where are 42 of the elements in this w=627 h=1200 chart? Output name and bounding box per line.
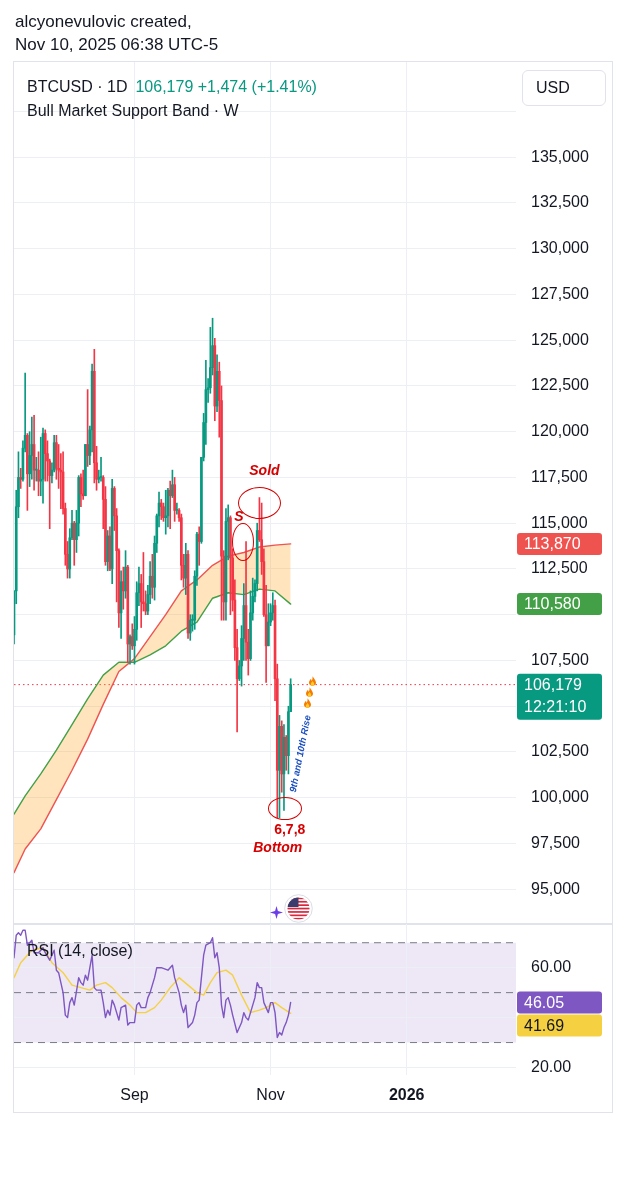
candlestick [267, 603, 270, 647]
annotation: 6,7,8 [274, 820, 306, 837]
y-tick-label: 60.00 [531, 958, 572, 976]
text: alcyonevulovic created, [15, 12, 192, 32]
text: 110,580 [524, 595, 581, 613]
y-tick-label: 127,500 [531, 284, 589, 302]
text: Bull Market Support Band · W [27, 101, 239, 121]
text: 113,870 [524, 535, 581, 553]
annotation: 9th and 10th Rise [286, 713, 313, 794]
text: Nov 10, 2025 06:38 UTC-5 [15, 35, 219, 55]
y-tick-label: 100,000 [531, 788, 589, 806]
y-tick-label: 97,500 [531, 833, 581, 851]
y-tick-label: 130,000 [531, 239, 589, 257]
text: 46.05 [524, 993, 565, 1011]
y-tick-label: 125,000 [531, 330, 589, 348]
y-axis-title: USD [522, 70, 606, 106]
annotation: Bottom [253, 838, 303, 855]
candlestick [229, 515, 232, 616]
y-tick-label: 95,000 [531, 879, 581, 897]
candlestick [162, 502, 165, 522]
x-tick-label: Nov [256, 1086, 285, 1104]
x-tick-label: Sep [120, 1086, 149, 1104]
text: 12:21:10 [524, 698, 587, 716]
annotation: 106,179 +1,474 (+1.41%) [135, 77, 317, 97]
text: 41.69 [524, 1016, 565, 1034]
text: BTCUSD · 1D [27, 77, 128, 97]
y-tick-label: 117,500 [531, 467, 588, 485]
y-tick-label: 135,000 [531, 147, 589, 165]
y-tick-label: 122,500 [531, 376, 589, 394]
ref-line-label: 106,179 [524, 676, 582, 694]
y-tick-label: 102,500 [531, 742, 589, 760]
y-tick-label: 20.00 [531, 1057, 572, 1075]
candlestick [175, 502, 179, 515]
candlestick [99, 456, 103, 482]
y-tick-label: 107,500 [531, 650, 589, 668]
y-tick-label: 120,000 [531, 422, 589, 440]
annotation: S [234, 508, 245, 525]
y-tick-label: 115,000 [531, 513, 588, 531]
x-tick-label: 2026 [388, 1086, 425, 1104]
y-tick-label: 112,500 [531, 559, 588, 577]
y-tick-label: 132,500 [531, 193, 589, 211]
annotation: Sold [249, 462, 281, 479]
